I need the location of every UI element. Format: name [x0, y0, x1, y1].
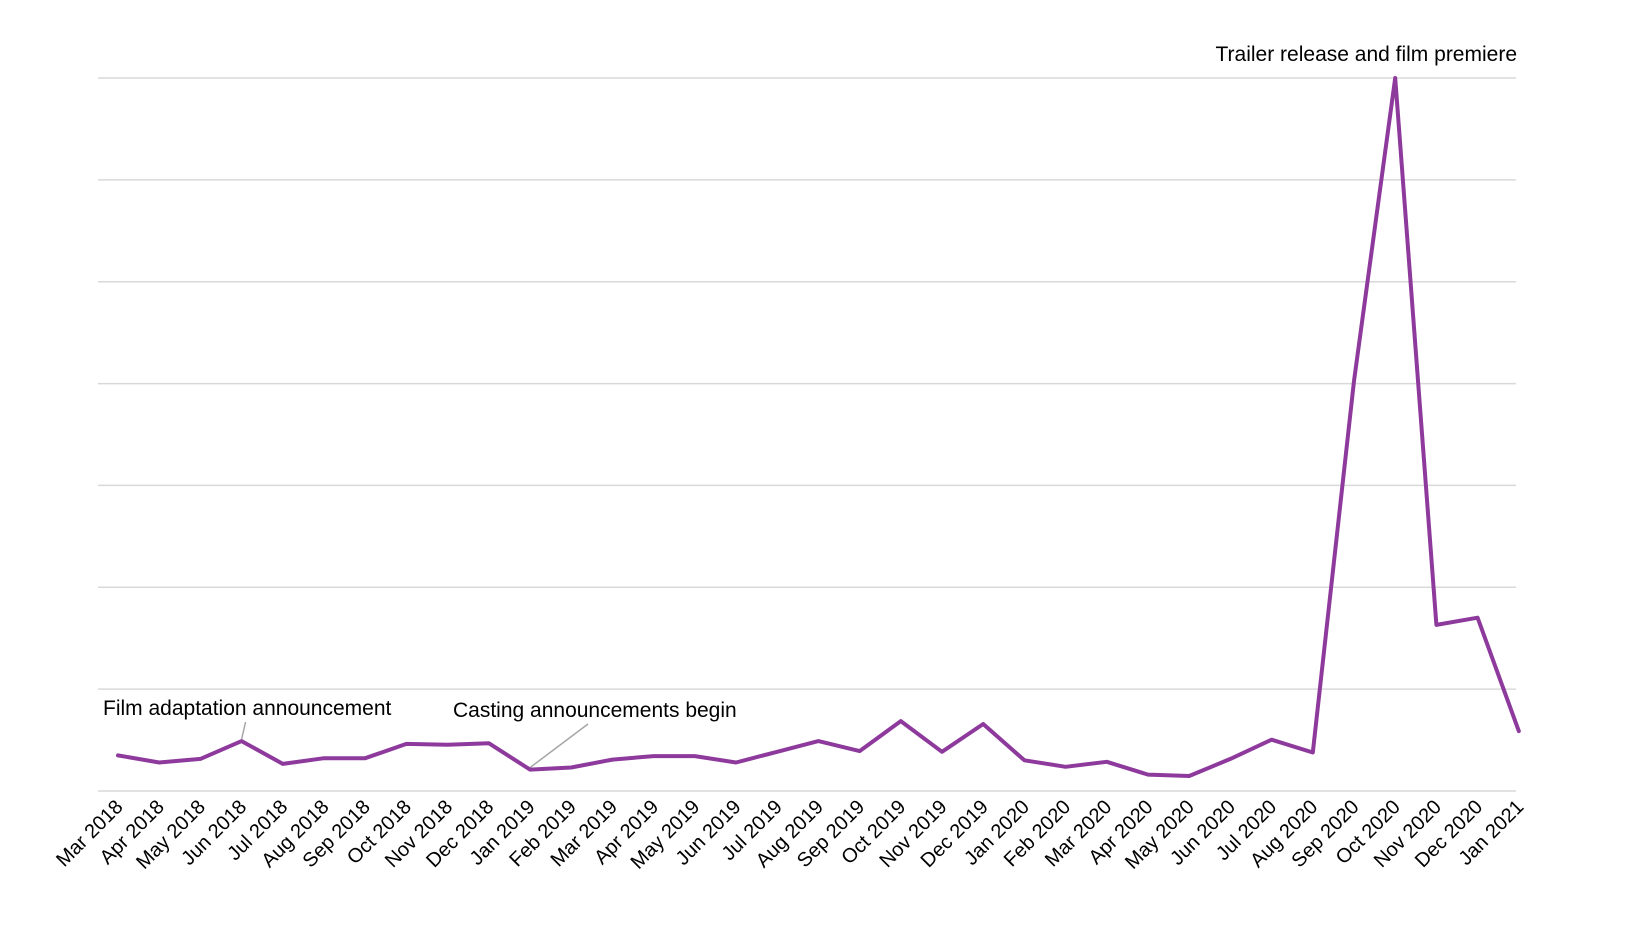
- annotation-label: Trailer release and film premiere: [1216, 43, 1518, 66]
- series-line-0: [116, 76, 1521, 778]
- series-group: [116, 76, 1521, 778]
- gridlines: [98, 77, 1516, 792]
- annotation-leaders: [240, 721, 589, 769]
- annotation-leader-line: [529, 723, 589, 769]
- annotations: Film adaptation announcement Casting anno…: [103, 43, 1517, 722]
- annotation-leader-line: [240, 721, 247, 740]
- annotation-label: Film adaptation announcement: [103, 697, 392, 720]
- annotation-label: Casting announcements begin: [453, 699, 737, 722]
